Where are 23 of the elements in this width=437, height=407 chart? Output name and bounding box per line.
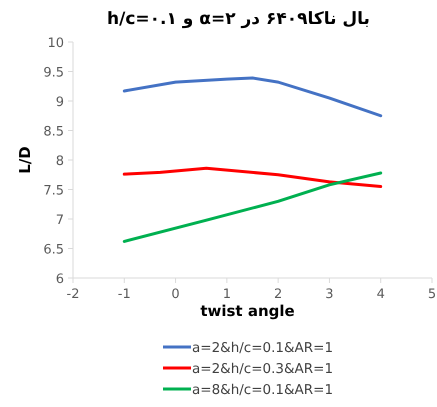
y-tick-label: 9.5 [43,66,64,80]
legend-label: a=2&h/c=0.1&AR=1 [192,340,334,356]
x-tick-label: -1 [118,287,131,302]
x-tick-label: 5 [428,287,436,302]
y-tick-label: 6 [56,272,64,287]
x-tick-label: 1 [222,287,231,302]
y-tick-label: 7.5 [43,184,64,198]
y-tick-label: 6.5 [43,242,64,258]
legend-label: a=2&h/c=0.3&AR=1 [192,361,334,377]
y-tick-label: 8 [56,154,64,169]
x-tick-label: 2 [274,287,282,302]
y-axis-title: L/D [16,146,34,174]
y-tick-label: 8.5 [43,124,64,140]
x-tick-label: 3 [325,287,334,302]
x-tick-label: 0 [171,287,180,302]
legend-label: a=8&h/c=0.1&AR=1 [192,382,334,398]
x-tick-label: -2 [66,287,80,302]
y-tick-label: 10 [47,36,64,51]
x-tick-label: 4 [376,287,385,302]
y-tick-label: 7 [56,213,64,228]
chart-title: بال ناکا۶۴۰۹ در α=۲ و h/c=۰.۱ [107,9,370,29]
x-axis-title: twist angle [200,302,295,320]
y-tick-label: 9 [56,95,64,110]
